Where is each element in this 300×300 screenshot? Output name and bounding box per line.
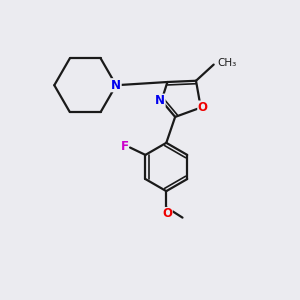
Text: CH₃: CH₃ <box>217 58 236 68</box>
Text: N: N <box>155 94 165 107</box>
Text: F: F <box>121 140 129 154</box>
Text: N: N <box>111 79 121 92</box>
Text: O: O <box>163 207 172 220</box>
Text: O: O <box>198 101 208 114</box>
